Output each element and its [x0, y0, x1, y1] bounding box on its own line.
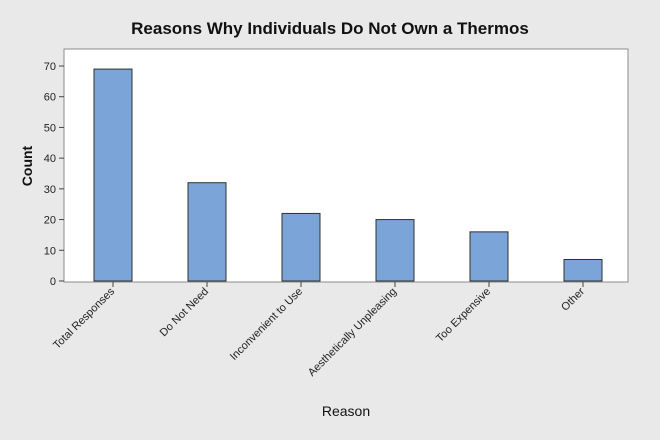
- y-axis: 0 10 20 30 40 50 60 70: [44, 61, 64, 288]
- plot-area: [63, 48, 629, 283]
- x-axis-label: Reason: [322, 403, 370, 419]
- y-tick-label: 30: [44, 184, 56, 196]
- bar: [469, 231, 509, 282]
- bar: [187, 182, 227, 282]
- y-tick-label: 40: [44, 153, 56, 165]
- bar: [563, 259, 603, 282]
- y-tick-label: 50: [44, 122, 56, 134]
- y-tick-label: 60: [44, 92, 56, 104]
- y-tick-label: 20: [44, 215, 56, 227]
- y-tick-label: 70: [44, 61, 56, 73]
- bars: [93, 68, 603, 282]
- bar: [375, 219, 415, 282]
- y-tick-label: 10: [44, 245, 56, 257]
- y-axis-label: Count: [19, 145, 35, 186]
- bar: [281, 212, 321, 282]
- bar: [93, 68, 133, 282]
- y-tick-label: 0: [50, 276, 56, 288]
- chart-title: Reasons Why Individuals Do Not Own a The…: [131, 19, 529, 38]
